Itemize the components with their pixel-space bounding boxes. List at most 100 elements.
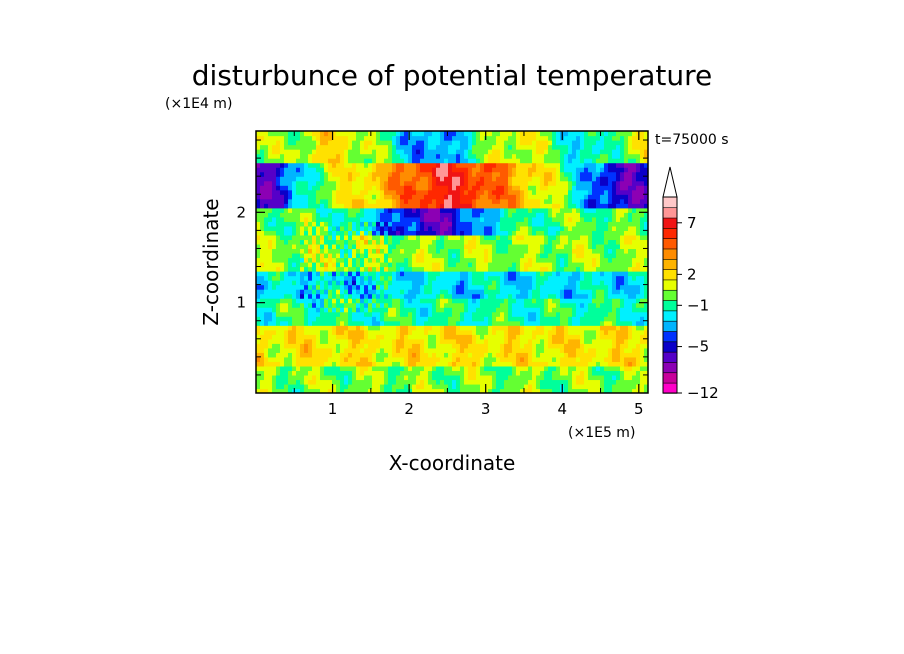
heatmap-cell — [520, 365, 525, 372]
heatmap-cell — [456, 189, 461, 195]
heatmap-cell — [496, 131, 501, 137]
heatmap-cell — [556, 252, 561, 259]
heatmap-cell — [488, 221, 493, 227]
heatmap-cell — [572, 289, 577, 295]
heatmap-cell — [580, 334, 585, 340]
heatmap-cell — [360, 194, 365, 200]
heatmap-cell — [448, 361, 453, 367]
heatmap-cell — [260, 216, 265, 222]
heatmap-cell — [512, 230, 517, 236]
heatmap-cell — [584, 271, 589, 277]
heatmap-cell — [272, 239, 277, 245]
heatmap-cell — [280, 356, 285, 362]
heatmap-cell — [368, 347, 373, 353]
heatmap-cell — [480, 343, 485, 349]
heatmap-cell — [544, 212, 549, 218]
heatmap-cell — [344, 280, 349, 286]
heatmap-cell — [372, 275, 377, 281]
heatmap-cell — [288, 135, 293, 141]
heatmap-cell — [488, 189, 493, 195]
heatmap-cell — [460, 162, 465, 168]
heatmap-cell — [368, 243, 373, 250]
heatmap-cell — [468, 266, 473, 272]
heatmap-cell — [428, 302, 433, 308]
heatmap-cell — [364, 171, 369, 177]
heatmap-cell — [384, 216, 389, 222]
heatmap-cell — [400, 176, 405, 182]
heatmap-cell — [400, 203, 405, 209]
heatmap-cell — [516, 298, 521, 304]
heatmap-cell — [308, 207, 313, 213]
heatmap-cell — [528, 262, 533, 268]
heatmap-cell — [340, 198, 345, 204]
heatmap-cell — [424, 257, 429, 263]
heatmap-cell — [576, 216, 581, 222]
heatmap-cell — [444, 334, 449, 340]
heatmap-cell — [432, 131, 437, 137]
heatmap-cell — [540, 243, 545, 250]
heatmap-cell — [516, 388, 521, 393]
heatmap-cell — [536, 167, 541, 173]
heatmap-cell — [336, 189, 341, 195]
heatmap-cell — [328, 365, 333, 372]
heatmap-cell — [472, 352, 477, 358]
heatmap-cell — [404, 325, 409, 331]
heatmap-cell — [432, 266, 437, 272]
heatmap-cell — [520, 320, 525, 326]
heatmap-cell — [332, 149, 337, 155]
heatmap-cell — [388, 374, 393, 381]
heatmap-cell — [284, 234, 289, 241]
heatmap-cell — [436, 248, 441, 254]
heatmap-cell — [452, 271, 457, 277]
heatmap-cell — [476, 221, 481, 227]
heatmap-cell — [520, 338, 525, 344]
heatmap-cell — [484, 203, 489, 209]
heatmap-cell — [452, 383, 457, 390]
heatmap-cell — [544, 194, 549, 200]
heatmap-cell — [568, 158, 573, 164]
heatmap-cell — [332, 203, 337, 209]
heatmap-cell — [452, 316, 457, 322]
heatmap-cell — [544, 329, 549, 335]
heatmap-cell — [296, 257, 301, 263]
heatmap-cell — [544, 316, 549, 322]
heatmap-cell — [356, 352, 361, 358]
heatmap-cell — [456, 329, 461, 335]
heatmap-cell — [488, 284, 493, 290]
heatmap-cell — [292, 280, 297, 286]
heatmap-cell — [488, 149, 493, 155]
heatmap-cell — [396, 343, 401, 349]
heatmap-cell — [440, 185, 445, 191]
heatmap-cell — [312, 252, 317, 259]
heatmap-cell — [460, 167, 465, 173]
heatmap-cell — [324, 298, 329, 304]
heatmap-cell — [440, 307, 445, 313]
heatmap-cell — [544, 180, 549, 186]
heatmap-cell — [384, 280, 389, 286]
heatmap-cell — [452, 140, 457, 146]
heatmap-cell — [576, 221, 581, 227]
heatmap-cell — [368, 239, 373, 245]
heatmap-cell — [444, 257, 449, 263]
heatmap-cell — [404, 162, 409, 168]
heatmap-cell — [572, 257, 577, 263]
heatmap-cell — [544, 216, 549, 222]
heatmap-cell — [464, 140, 469, 146]
heatmap-cell — [428, 212, 433, 218]
heatmap-cell — [468, 221, 473, 227]
heatmap-cell — [572, 343, 577, 349]
heatmap-cell — [324, 356, 329, 362]
heatmap-cell — [328, 257, 333, 263]
heatmap-cell — [432, 298, 437, 304]
heatmap-cell — [512, 280, 517, 286]
heatmap-cell — [404, 144, 409, 150]
heatmap-cell — [584, 325, 589, 331]
heatmap-cell — [504, 356, 509, 362]
heatmap-cell — [456, 194, 461, 200]
heatmap-cell — [424, 243, 429, 250]
heatmap-cell — [352, 212, 357, 218]
heatmap-cell — [524, 162, 529, 168]
heatmap-cell — [588, 135, 593, 141]
heatmap-cell — [456, 216, 461, 222]
heatmap-cell — [436, 144, 441, 150]
